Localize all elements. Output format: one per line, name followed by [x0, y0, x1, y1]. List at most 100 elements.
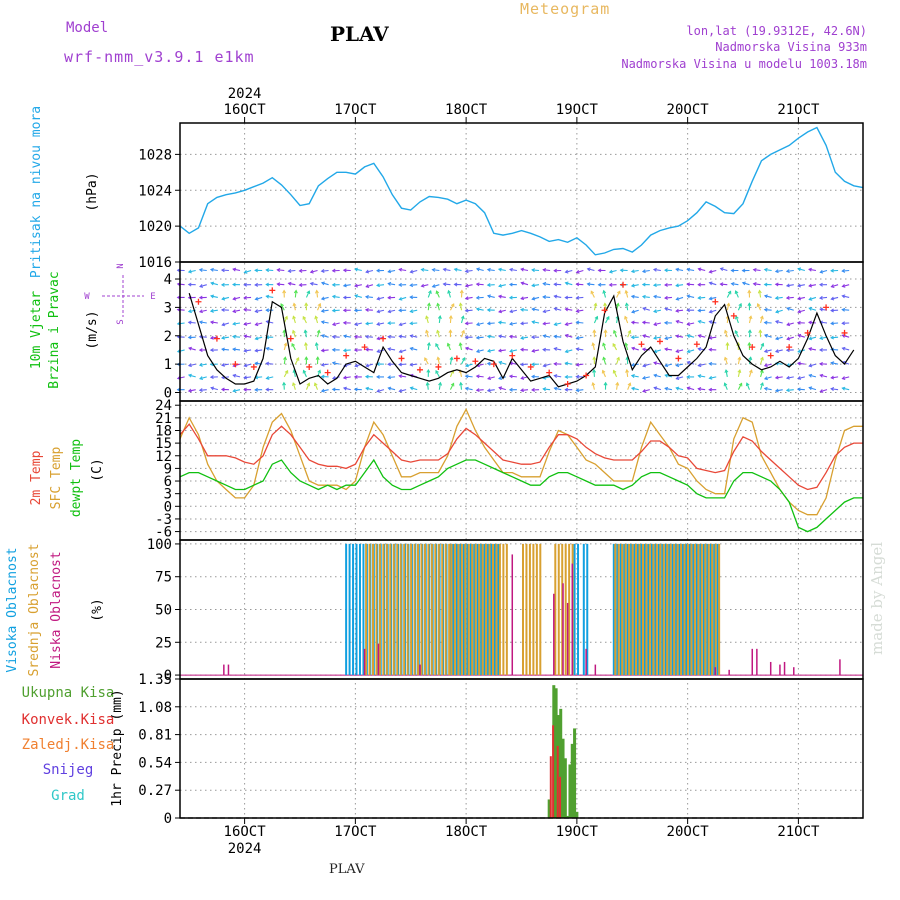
wind-arrow-head: [198, 348, 203, 353]
wind-arrow-head: [708, 296, 713, 301]
wind-arrow-head: [520, 321, 524, 326]
wind-arrow-head: [376, 388, 381, 393]
wind-arrow: [664, 387, 673, 391]
wind-arrow-head: [331, 387, 336, 392]
wind-arrow-head: [615, 381, 620, 386]
wind-arrow-head: [819, 295, 823, 300]
wind-arrow-head: [796, 320, 801, 325]
wind-arrow-head: [282, 289, 287, 294]
wind-arrow: [292, 382, 296, 390]
wind-arrow-head: [426, 342, 431, 346]
wind-arrow-head: [653, 309, 657, 314]
wind-arrow-head: [697, 295, 702, 300]
wind-arrow: [332, 322, 340, 326]
cloud-axis-unit: (%): [90, 598, 105, 621]
wind-arrow-head: [664, 347, 668, 352]
wind-arrow-head: [376, 309, 381, 314]
wind-arrow-head: [497, 294, 502, 299]
wind-arrow: [487, 295, 495, 298]
precip-total-bar: [559, 708, 563, 818]
wind-arrow: [576, 336, 584, 339]
wind-arrow-head: [520, 336, 524, 340]
wind-arrow-head: [697, 374, 702, 379]
wind-arrow: [653, 374, 662, 378]
y-tick-label: 4: [164, 272, 172, 288]
wind-arrow-head: [830, 308, 834, 313]
wind-gust-marker: [435, 363, 442, 370]
wind-arrow: [460, 330, 465, 338]
wind-arrow-head: [774, 296, 779, 300]
wind-arrow-head: [830, 268, 834, 273]
wind-arrow: [277, 283, 285, 286]
wind-arrow-head: [520, 267, 525, 272]
wind-arrow-head: [760, 342, 765, 347]
wind-arrow-head: [461, 357, 466, 361]
wind-arrow: [377, 296, 385, 300]
wind-arrow-head: [575, 374, 580, 379]
wind-arrow-head: [364, 334, 369, 339]
wind-arrow: [842, 295, 850, 298]
wind-arrow: [465, 322, 473, 325]
wind-arrow: [753, 283, 761, 286]
wind-arrow-head: [508, 282, 513, 287]
wind-arrow: [687, 387, 695, 391]
wind-arrow: [809, 363, 817, 367]
wind-arrow: [321, 321, 329, 324]
pressure-line: [179, 126, 864, 256]
wind-arrow: [786, 389, 794, 391]
wind-arrow: [460, 316, 464, 324]
wind-arrow: [410, 363, 418, 366]
wind-arrow: [724, 382, 728, 390]
temp-sfc-label: SFC Temp: [49, 447, 64, 510]
wind-arrow-head: [730, 268, 735, 273]
wind-arrow-head: [748, 356, 753, 361]
wind-arrow: [808, 348, 817, 351]
wind-arrow-head: [464, 308, 469, 313]
wind-arrow-head: [542, 281, 547, 286]
wind-arrow-head: [797, 333, 802, 338]
wind-arrow: [605, 316, 610, 324]
wind-arrow-head: [652, 267, 657, 272]
wind-arrow: [498, 268, 506, 272]
wind-arrow: [283, 357, 286, 365]
wind-arrow-head: [736, 341, 741, 346]
wind-arrow: [758, 290, 762, 298]
y-tick-label: 0.54: [138, 755, 172, 771]
wind-arrow-head: [664, 336, 669, 341]
wind-arrow: [676, 376, 684, 380]
wind-arrow: [760, 357, 764, 365]
wind-arrow-head: [409, 362, 414, 367]
wind-arrow: [199, 269, 207, 272]
wind-arrow: [321, 282, 329, 286]
wind-arrow: [842, 284, 850, 288]
wind-arrow-head: [398, 296, 403, 301]
wind-arrow: [255, 376, 263, 379]
wind-arrow: [283, 370, 289, 378]
wind-arrow-head: [315, 356, 320, 361]
wind-arrow-head: [819, 347, 823, 352]
wind-arrow: [698, 363, 706, 367]
wind-arrow-head: [232, 388, 237, 393]
wind-arrow-head: [254, 268, 259, 273]
wind-arrow-head: [663, 320, 668, 325]
wind-arrow: [177, 283, 185, 286]
wind-arrow: [764, 268, 772, 272]
wind-arrow-head: [531, 374, 535, 379]
wind-arrow: [399, 389, 407, 392]
wind-arrow-head: [642, 388, 647, 393]
wind-arrow-head: [449, 356, 454, 361]
wind-arrow: [664, 296, 672, 299]
wind-arrow: [602, 357, 607, 365]
wind-speed-line: [188, 293, 855, 388]
wind-arrow: [786, 269, 794, 272]
wind-gust-marker: [601, 307, 608, 314]
wind-arrow-head: [387, 347, 392, 352]
wind-arrow: [808, 321, 816, 324]
wind-arrow: [687, 349, 695, 353]
wind-arrow: [797, 376, 805, 380]
wind-arrow-head: [819, 389, 824, 393]
wind-arrow-head: [808, 296, 813, 301]
wind-arrow-head: [243, 387, 247, 392]
precip-total-bar: [566, 815, 570, 818]
wind-arrow-head: [254, 309, 259, 314]
